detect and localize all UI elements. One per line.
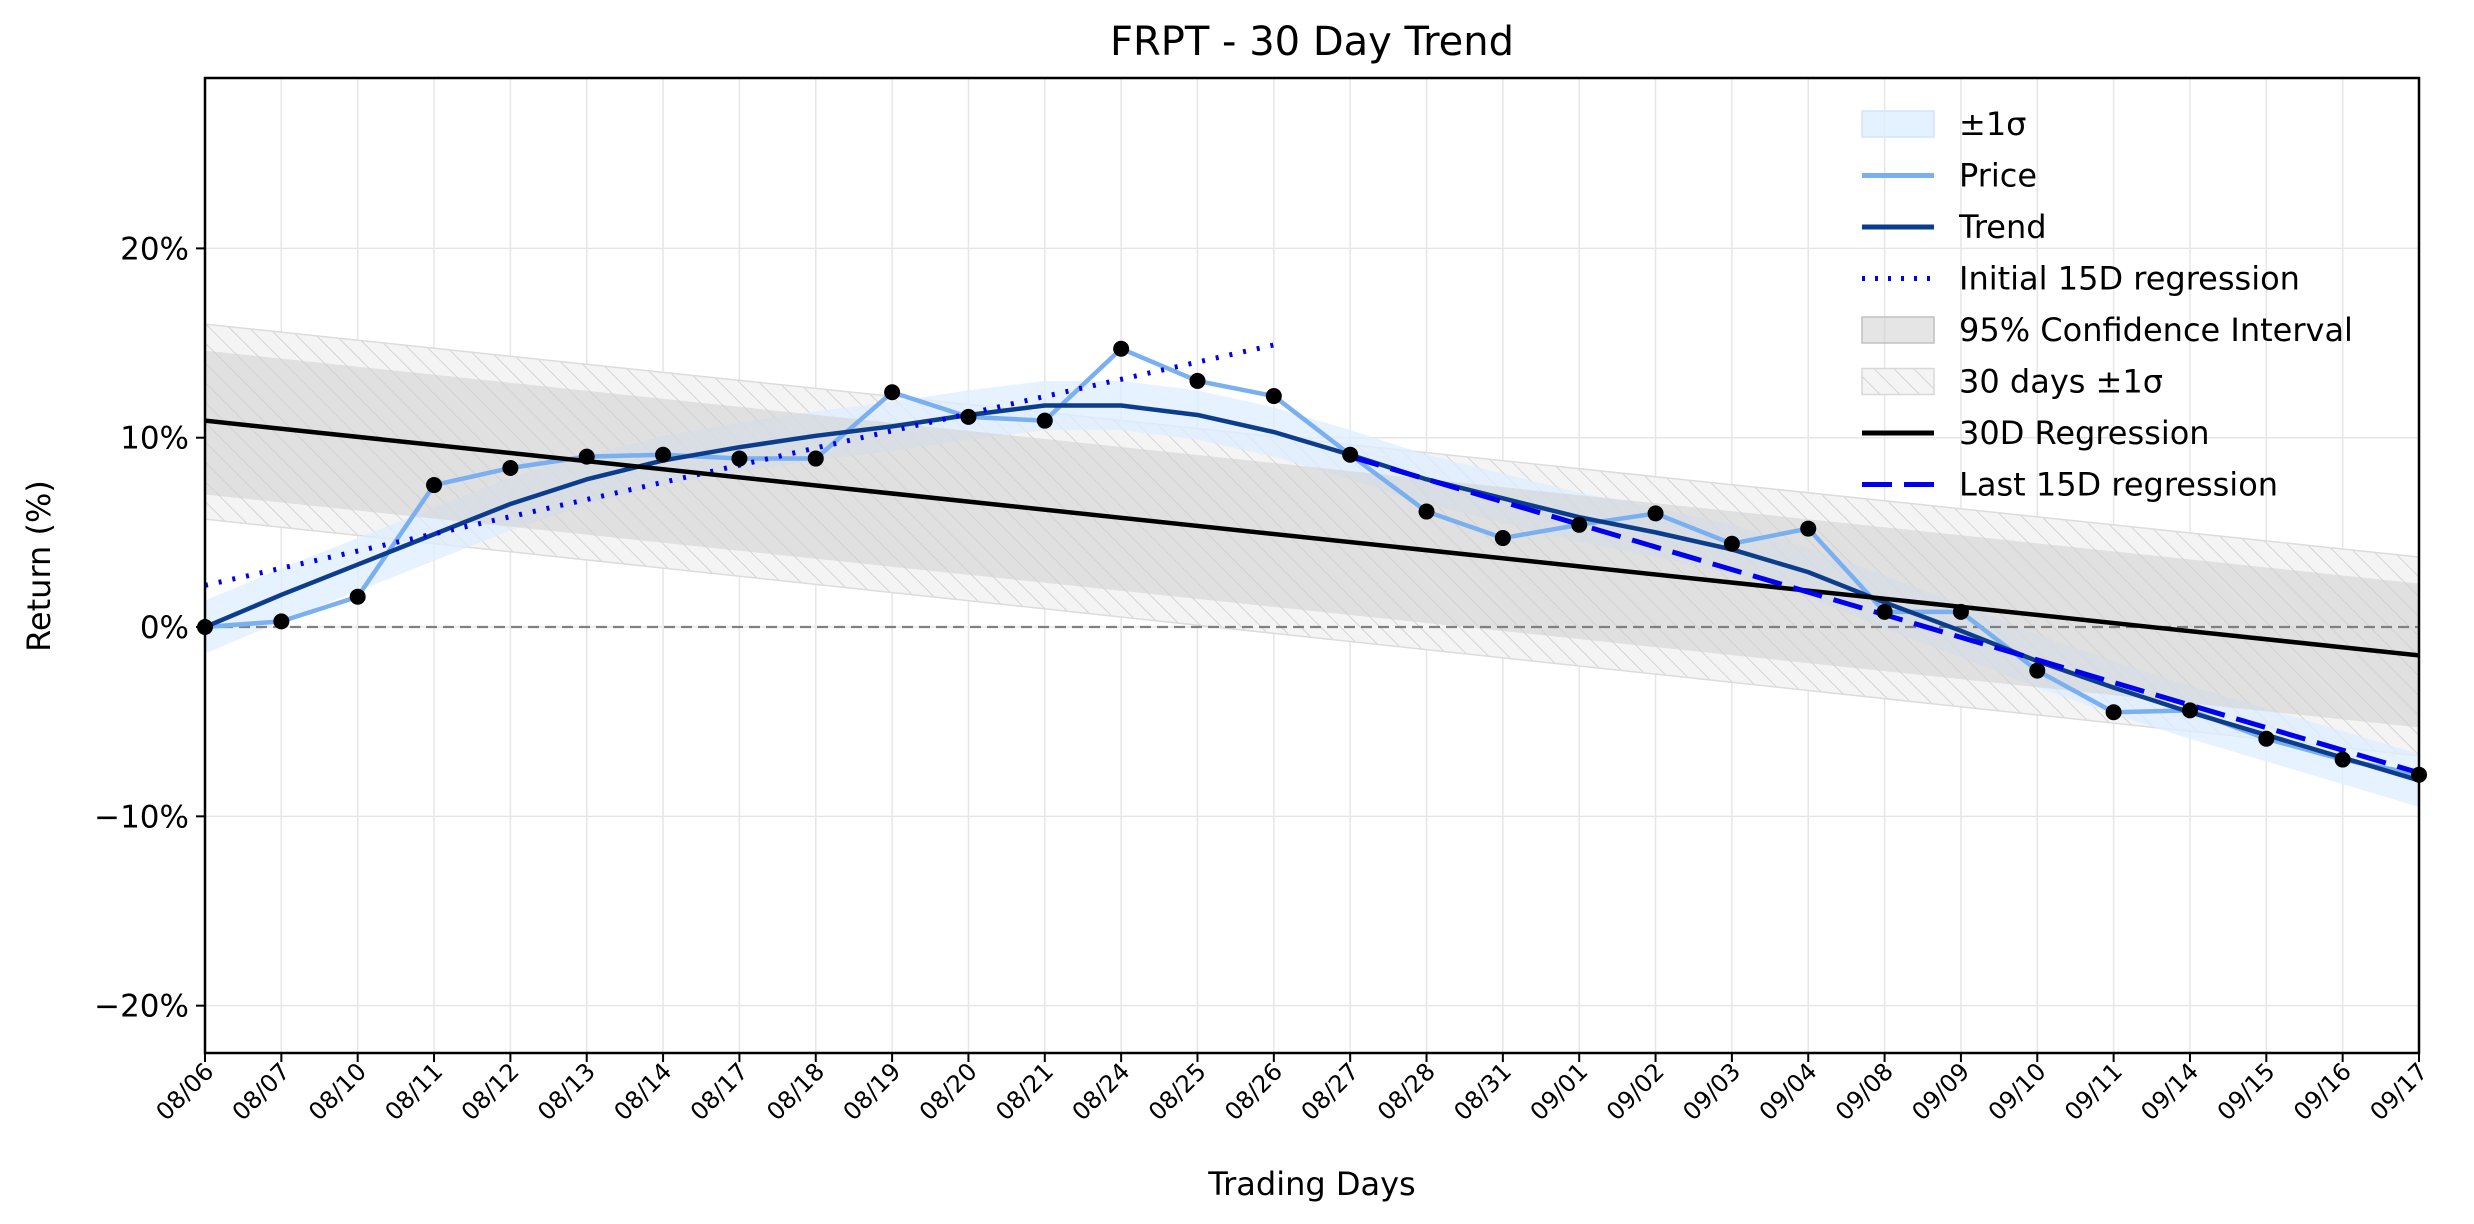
x-tick-label: 08/25 bbox=[1143, 1057, 1212, 1126]
x-tick-label: 09/01 bbox=[1525, 1057, 1594, 1126]
x-tick-label: 08/24 bbox=[1067, 1057, 1136, 1126]
x-axis-ticks: 08/06 08/07 08/10 08/11 08/12 08/13 08/14 08/17… bbox=[151, 1053, 2434, 1126]
y-tick-label: 20% bbox=[120, 231, 189, 267]
price-point bbox=[273, 613, 290, 630]
price-point bbox=[2181, 702, 2198, 719]
legend-label: 30D Regression bbox=[1959, 414, 2210, 452]
legend-item-95-confidence-interval: 95% Confidence Interval bbox=[1861, 311, 2353, 349]
price-point bbox=[655, 446, 672, 463]
price-point bbox=[1342, 446, 1359, 463]
price-point bbox=[1723, 535, 1740, 552]
price-point bbox=[1647, 505, 1664, 522]
legend-swatch bbox=[1861, 367, 1935, 396]
price-point bbox=[807, 450, 824, 467]
price-point bbox=[1952, 603, 1969, 620]
legend-item-price: Price bbox=[1862, 157, 2037, 195]
x-tick-label: 08/12 bbox=[456, 1057, 525, 1126]
price-point bbox=[731, 450, 748, 467]
legend-label: Initial 15D regression bbox=[1959, 260, 2300, 298]
x-tick-label: 08/14 bbox=[609, 1057, 678, 1126]
price-point bbox=[1036, 412, 1053, 429]
y-tick-label: −10% bbox=[94, 799, 189, 835]
price-point bbox=[1800, 520, 1817, 537]
price-point bbox=[2334, 751, 2351, 768]
x-tick-label: 08/27 bbox=[1296, 1057, 1365, 1126]
legend-label: 95% Confidence Interval bbox=[1959, 311, 2353, 349]
price-point bbox=[1113, 340, 1130, 357]
x-tick-label: 08/19 bbox=[838, 1057, 907, 1126]
price-point bbox=[2029, 662, 2046, 679]
x-tick-label: 09/02 bbox=[1601, 1057, 1670, 1126]
price-point bbox=[2105, 704, 2122, 721]
x-tick-label: 09/15 bbox=[2212, 1057, 2281, 1126]
y-tick-label: 10% bbox=[120, 421, 189, 457]
x-tick-label: 08/11 bbox=[380, 1057, 449, 1126]
x-tick-label: 09/04 bbox=[1754, 1057, 1823, 1126]
x-tick-label: 08/28 bbox=[1372, 1057, 1441, 1126]
price-point bbox=[1418, 503, 1435, 520]
legend-item-30-days-1: 30 days ±1σ bbox=[1861, 363, 2163, 401]
legend-swatch bbox=[1861, 316, 1935, 344]
x-tick-label: 08/20 bbox=[914, 1057, 983, 1126]
price-point bbox=[1265, 388, 1282, 405]
x-tick-label: 08/17 bbox=[685, 1057, 754, 1126]
x-tick-label: 08/13 bbox=[532, 1057, 601, 1126]
x-tick-label: 09/11 bbox=[2059, 1057, 2128, 1126]
y-tick-label: −20% bbox=[94, 989, 189, 1025]
plot-frame bbox=[203, 76, 2421, 1055]
legend-item-initial-15d-regression: Initial 15D regression bbox=[1862, 260, 2300, 298]
x-axis-label: Trading Days bbox=[1207, 1165, 1415, 1203]
price-point bbox=[884, 384, 901, 401]
x-tick-label: 08/10 bbox=[303, 1057, 372, 1126]
legend-label: Trend bbox=[1958, 208, 2047, 246]
price-points bbox=[197, 340, 2427, 783]
legend-item-trend: Trend bbox=[1862, 208, 2047, 246]
legend-label: Price bbox=[1959, 157, 2037, 195]
x-tick-label: 08/06 bbox=[151, 1057, 220, 1126]
price-point bbox=[1571, 516, 1588, 533]
x-tick-label: 09/09 bbox=[1906, 1057, 1975, 1126]
x-tick-label: 09/17 bbox=[2365, 1057, 2434, 1126]
x-tick-label: 08/07 bbox=[227, 1057, 296, 1126]
price-point bbox=[2258, 730, 2275, 747]
price-point bbox=[426, 477, 443, 494]
30d-regression-line bbox=[205, 418, 2419, 658]
price-point bbox=[1494, 530, 1511, 547]
x-tick-label: 09/03 bbox=[1677, 1057, 1746, 1126]
x-tick-label: 09/08 bbox=[1830, 1057, 1899, 1126]
y-axis-ticks: −20% −10% 0% 10% 20% bbox=[94, 231, 205, 1025]
band-sigma bbox=[205, 380, 2419, 807]
x-tick-label: 08/26 bbox=[1219, 1057, 1288, 1126]
price-point bbox=[349, 588, 366, 605]
x-tick-label: 08/31 bbox=[1448, 1057, 1517, 1126]
price-point bbox=[578, 448, 595, 465]
y-tick-label: 0% bbox=[140, 610, 189, 646]
x-tick-label: 08/21 bbox=[990, 1057, 1059, 1126]
x-tick-label: 09/10 bbox=[1983, 1057, 2052, 1126]
price-point bbox=[502, 460, 519, 476]
x-tick-label: 09/16 bbox=[2288, 1057, 2357, 1126]
chart-title: FRPT - 30 Day Trend bbox=[1110, 19, 1514, 65]
price-point bbox=[960, 408, 977, 425]
legend-swatch bbox=[1861, 110, 1935, 138]
price-point bbox=[1876, 603, 1893, 620]
x-tick-label: 08/18 bbox=[761, 1057, 830, 1126]
legend-label: Last 15D regression bbox=[1959, 466, 2278, 504]
price-point bbox=[1189, 372, 1206, 389]
y-axis-label: Return (%) bbox=[20, 480, 58, 652]
legend-item-1: ±1σ bbox=[1861, 105, 2026, 143]
legend-label: ±1σ bbox=[1959, 105, 2026, 143]
legend: ±1σ Price Trend Initial 15D regression 95% C… bbox=[1861, 105, 2353, 504]
x-tick-label: 09/14 bbox=[2135, 1057, 2204, 1126]
legend-item-30d-regression: 30D Regression bbox=[1862, 414, 2210, 452]
legend-label: 30 days ±1σ bbox=[1959, 363, 2163, 401]
legend-item-last-15d-regression: Last 15D regression bbox=[1862, 466, 2278, 504]
